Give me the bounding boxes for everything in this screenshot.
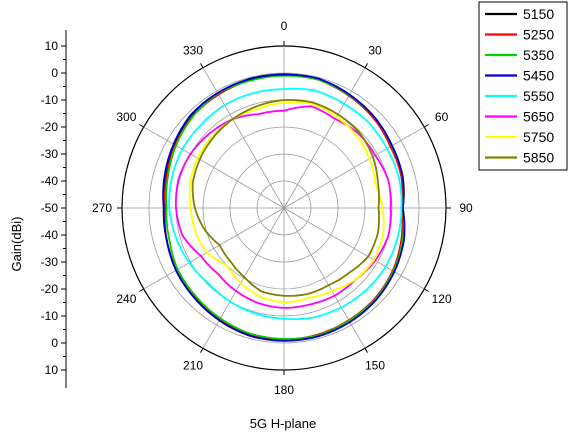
angle-tick-mark: [200, 348, 204, 353]
angle-tick-label: 210: [183, 359, 203, 373]
series-line-5650: [174, 105, 392, 309]
radial-axis: 10 0 -10 -20 -30 -40 -50 -40 -30 -20 -10 0 10: [41, 30, 67, 388]
grid-spoke: [283, 207, 425, 290]
angle-tick-mark: [424, 124, 429, 128]
y-axis-label: Gain(dBi): [9, 217, 24, 272]
angle-tick-mark: [424, 288, 429, 292]
series-line-5750: [188, 101, 385, 304]
grid-spoke: [283, 207, 366, 349]
angle-tick-label: 240: [116, 292, 136, 306]
legend-box: [478, 1, 568, 171]
angle-tick-label: 0: [281, 19, 288, 33]
legend-entry-5450: 5450: [523, 68, 554, 84]
angle-tick-label: 90: [459, 201, 473, 215]
legend-entry-5850: 5850: [523, 150, 554, 166]
grid-spoke: [283, 126, 425, 209]
x-axis-label: 5G H-plane: [250, 416, 316, 431]
angle-tick-label: 330: [183, 43, 203, 57]
angle-tick-label: 60: [435, 110, 449, 124]
series-lines: [162, 73, 406, 342]
grid-spoke: [143, 207, 285, 290]
angle-tick-mark: [139, 288, 144, 292]
radial-tick-label: -40: [41, 228, 59, 242]
angle-tick-label: 180: [274, 383, 294, 397]
angle-tick-label: 270: [92, 201, 112, 215]
radial-tick-label: -30: [41, 255, 59, 269]
legend-entry-5150: 5150: [523, 6, 554, 22]
radial-tick-label: -10: [41, 93, 59, 107]
angle-tick-labels: 0 30 60 90 120 150 180 210 240 270 300 330: [92, 19, 473, 397]
radial-tick-label: -10: [41, 309, 59, 323]
radial-tick-label: -50: [41, 201, 59, 215]
legend-entry-5550: 5550: [523, 88, 554, 104]
radial-tick-label: 0: [51, 336, 58, 350]
legend-entry-5750: 5750: [523, 129, 554, 145]
grid-spoke: [283, 67, 366, 209]
grid-spoke: [143, 126, 285, 209]
angle-tick-label: 120: [432, 292, 452, 306]
legend-entry-5650: 5650: [523, 109, 554, 125]
radial-tick-label: 10: [45, 39, 59, 53]
radial-tick-label: -20: [41, 120, 59, 134]
angle-tick-label: 150: [365, 359, 385, 373]
angle-tick-mark: [139, 124, 144, 128]
radial-tick-label: 0: [51, 66, 58, 80]
legend: 5150 5250 5350 5450 5550 5650 5750 5850: [478, 1, 568, 171]
legend-entry-5250: 5250: [523, 27, 554, 43]
angle-tick-label: 30: [368, 43, 382, 57]
angle-tick-mark: [200, 63, 204, 68]
grid-spoke: [202, 207, 285, 349]
series-line-5550: [168, 87, 403, 321]
angle-tick-mark: [364, 63, 368, 68]
series-line-5450: [162, 73, 406, 342]
angle-tick-label: 300: [116, 110, 136, 124]
grid-spoke: [202, 67, 285, 209]
radial-tick-label: -40: [41, 174, 59, 188]
radial-tick-label: 10: [45, 363, 59, 377]
angle-spokes: [117, 41, 451, 375]
radial-tick-label: -30: [41, 147, 59, 161]
series-line-5850: [191, 99, 380, 297]
angle-tick-mark: [364, 348, 368, 353]
radial-tick-label: -20: [41, 282, 59, 296]
legend-entry-5350: 5350: [523, 47, 554, 63]
